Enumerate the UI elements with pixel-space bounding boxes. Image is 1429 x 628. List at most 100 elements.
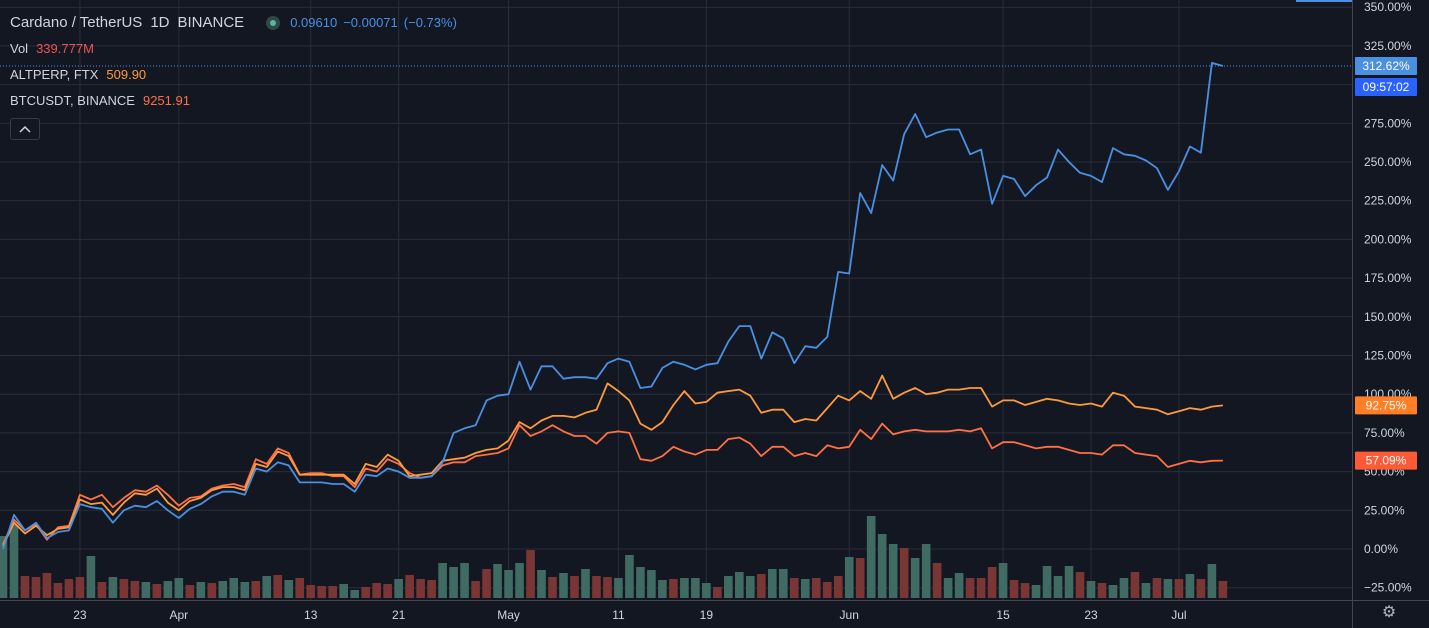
y-tick-label: 0.00% <box>1364 542 1398 556</box>
price-change-pct: (−0.73%) <box>403 15 457 30</box>
series-line-ada <box>2 62 1224 550</box>
altperp-badge-bg <box>1355 396 1417 415</box>
y-tick-label: 150.00% <box>1364 310 1412 324</box>
volume-bar <box>921 544 931 598</box>
volume-bar <box>724 576 733 598</box>
x-tick-label: Apr <box>169 608 188 622</box>
price-change: −0.00071 <box>343 15 398 30</box>
volume-bar <box>1130 572 1140 598</box>
volume-bar <box>1207 564 1217 598</box>
chart-grid <box>0 0 1352 600</box>
volume-bar <box>899 548 909 598</box>
volume-bar <box>152 584 162 598</box>
gear-icon[interactable]: ⚙ <box>1381 604 1397 621</box>
volume-bar <box>328 586 337 598</box>
volume-bar <box>53 583 63 598</box>
legend-row-volume[interactable]: Vol 339.777M <box>10 36 463 62</box>
y-tick-label: 275.00% <box>1364 116 1412 130</box>
volume-bar <box>460 563 469 598</box>
volume-bar <box>185 585 195 598</box>
volume-bar <box>1009 580 1019 598</box>
volume-bar <box>229 578 239 598</box>
volume-bar <box>855 558 865 598</box>
volume-bar <box>339 584 348 598</box>
volume-bar <box>757 574 766 598</box>
volume-bar <box>1042 566 1052 598</box>
exchange-label: BINANCE <box>177 14 245 31</box>
volume-bar <box>965 578 975 598</box>
volume-bar <box>987 567 997 598</box>
legend-value: 9251.91 <box>142 93 190 108</box>
x-tick-label: 23 <box>73 608 87 622</box>
volume-bar <box>515 563 524 598</box>
chart-legend: Cardano / TetherUS 1D BINANCE 0.09610 −0… <box>10 10 463 140</box>
main-series-row[interactable]: Cardano / TetherUS 1D BINANCE 0.09610 −0… <box>10 10 463 36</box>
legend-row-btcusdt[interactable]: BTCUSDT, BINANCE 9251.91 <box>10 88 463 114</box>
volume-bar <box>647 570 656 598</box>
volume-bar <box>1086 581 1096 598</box>
volume-bar <box>713 587 722 598</box>
volume-bar <box>504 570 513 598</box>
volume-bar <box>119 579 129 598</box>
volume-bar <box>811 578 821 598</box>
series-line-btc <box>2 422 1223 545</box>
volume-bar <box>614 578 623 598</box>
y-tick-label: −25.00% <box>1364 581 1412 595</box>
volume-bar <box>526 550 535 598</box>
current-price-badge-bg <box>1355 57 1417 76</box>
y-tick-label: 125.00% <box>1364 349 1412 363</box>
altperp-badge: 92.75% <box>1366 398 1407 412</box>
volume-bar <box>976 578 986 598</box>
volume-bar <box>778 569 788 598</box>
volume-bar <box>954 573 964 598</box>
volume-bar <box>394 579 403 598</box>
volume-bar <box>405 575 414 598</box>
volume-bar <box>20 576 30 598</box>
top-accent <box>1296 0 1352 2</box>
y-tick-label: 200.00% <box>1364 232 1412 246</box>
volume-bar <box>163 581 173 598</box>
x-tick-label: May <box>497 608 520 622</box>
legend-label: Vol <box>10 41 29 56</box>
volume-bar <box>471 581 480 598</box>
volume-bar <box>998 563 1008 598</box>
volume-bar <box>207 583 217 598</box>
volume-bar <box>130 581 140 598</box>
series-line-altperp <box>2 374 1223 547</box>
volume-bar <box>1185 574 1195 598</box>
btc-badge: 57.09% <box>1366 454 1407 468</box>
legend-collapse-button[interactable] <box>10 118 40 140</box>
volume-bar <box>64 579 74 598</box>
volume-bar <box>427 580 436 598</box>
volume-bar <box>218 581 228 598</box>
volume-bar <box>240 582 250 598</box>
volume-bar <box>438 563 447 598</box>
volume-bar <box>262 576 272 598</box>
volume-bar <box>800 579 810 598</box>
volume-bar <box>636 567 645 598</box>
volume-bar <box>877 534 887 598</box>
x-tick-label: 21 <box>392 608 406 622</box>
volume-bar <box>361 587 370 598</box>
x-tick-label: 23 <box>1084 608 1098 622</box>
time-axis: 23 Apr 13 21 May 11 19 Jun 15 23 Jul <box>73 608 1186 622</box>
volume-bar <box>273 575 283 598</box>
y-tick-label: 225.00% <box>1364 194 1412 208</box>
volume-bar <box>910 558 920 598</box>
volume-bar <box>746 576 755 598</box>
volume-bar <box>1075 572 1085 598</box>
volume-bar <box>822 582 832 598</box>
volume-bar <box>97 582 107 598</box>
volume-bar <box>1152 578 1162 598</box>
volume-bar <box>866 516 876 598</box>
volume-bar <box>702 583 711 598</box>
volume-bar <box>449 567 458 598</box>
legend-row-altperp[interactable]: ALTPERP, FTX 509.90 <box>10 62 463 88</box>
volume-bar <box>372 583 381 598</box>
volume-bar <box>658 580 667 598</box>
volume-bar <box>1163 579 1173 598</box>
volume-bar <box>350 590 359 598</box>
volume-bar <box>768 569 777 598</box>
volume-bar <box>932 563 942 598</box>
